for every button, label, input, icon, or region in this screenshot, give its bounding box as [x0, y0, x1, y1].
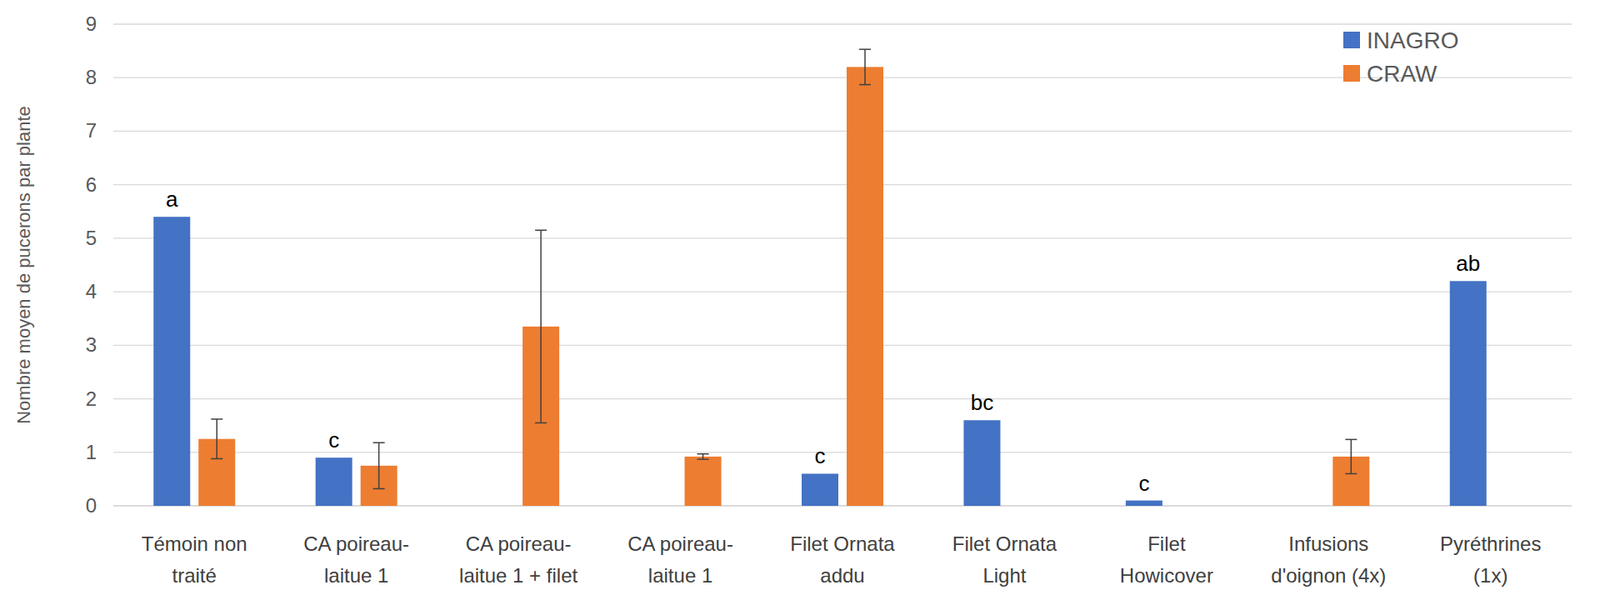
- x-tick-line: CA poireau-: [627, 532, 734, 555]
- bar: [1125, 500, 1163, 506]
- legend-label: INAGRO: [1366, 27, 1459, 54]
- error-stem: [378, 442, 380, 489]
- error-stem: [215, 419, 218, 460]
- x-tick-line: (1x): [1473, 564, 1508, 587]
- x-tick-line: Howicover: [1120, 564, 1214, 587]
- chart: 0 1 2 3 4 5 6 7 8 9 Nombre moyen de pucerons par p…: [0, 0, 1600, 600]
- x-tick-line: laitue 1: [324, 564, 389, 587]
- x-tick-label: Témoin non traité: [141, 532, 248, 587]
- error-stem: [702, 454, 705, 460]
- legend-swatch: [1343, 31, 1360, 49]
- error-bar: [373, 442, 385, 489]
- bar: [801, 473, 839, 506]
- grid-line: [113, 398, 1572, 400]
- x-tick-line: addu: [820, 564, 865, 587]
- error-cap: [1345, 473, 1357, 475]
- error-cap: [210, 458, 223, 460]
- grid-line: [113, 237, 1572, 239]
- x-tick-label: Pyréthrines (1x): [1440, 532, 1541, 587]
- x-tick-line: CA poireau-: [465, 532, 572, 555]
- y-tick-label: 9: [85, 12, 97, 35]
- bar: [1450, 280, 1487, 506]
- x-tick-line: Filet: [1147, 532, 1186, 555]
- significance-letter: c: [815, 443, 826, 469]
- bar: [846, 66, 884, 506]
- y-tick-label: 0: [85, 494, 97, 517]
- error-cap: [697, 453, 710, 455]
- error-cap: [210, 418, 223, 420]
- grid-line: [113, 290, 1572, 292]
- x-tick-line: laitue 1: [648, 564, 713, 587]
- y-tick-label: 8: [85, 65, 97, 89]
- x-tick-label: CA poireau-laitue 1: [627, 532, 734, 587]
- error-bar: [859, 49, 871, 85]
- x-tick-label: Filet Ornata Light: [952, 532, 1058, 587]
- error-stem: [540, 230, 542, 423]
- x-tick-line: Filet Ornata: [790, 532, 895, 555]
- error-cap: [859, 48, 871, 50]
- error-bar: [535, 230, 547, 423]
- x-tick-line: Filet Ornata: [952, 532, 1058, 555]
- x-tick-line: Infusions: [1288, 532, 1369, 555]
- y-tick-label: 4: [85, 280, 97, 303]
- x-tick-label: CA poireau-laitue 1: [303, 532, 410, 587]
- y-tick-label: 3: [85, 333, 97, 356]
- x-tick-line: Light: [982, 564, 1026, 587]
- legend-item: CRAW: [1343, 60, 1438, 87]
- x-tick-label: CA poireau-laitue 1 + filet: [459, 532, 578, 587]
- significance-letter: a: [165, 186, 179, 212]
- x-tick-line: d'oignon (4x): [1270, 564, 1386, 587]
- error-cap: [859, 84, 871, 86]
- bar: [153, 216, 190, 506]
- y-tick-label: 5: [85, 226, 97, 250]
- y-tick-label: 1: [85, 440, 97, 464]
- x-tick-line: Témoin non: [141, 532, 248, 555]
- significance-letter: bc: [970, 390, 994, 415]
- error-stem: [1350, 439, 1353, 474]
- significance-letter: c: [1138, 470, 1150, 496]
- error-cap: [373, 441, 385, 444]
- bar: [685, 456, 722, 506]
- error-bar: [1345, 439, 1357, 474]
- error-cap: [1345, 439, 1357, 441]
- x-tick-line: CA poireau-: [303, 532, 410, 555]
- error-bar: [210, 419, 223, 460]
- grid-line: [113, 130, 1572, 132]
- bar: [963, 420, 1000, 506]
- bars: [153, 49, 1487, 506]
- legend-label: CRAW: [1366, 60, 1438, 87]
- grid-line: [113, 345, 1572, 346]
- x-tick-label: Filet Howicover: [1120, 532, 1214, 587]
- x-tick-line: laitue 1 + filet: [459, 564, 578, 587]
- y-axis-label: Nombre moyen de pucerons par plante: [13, 105, 35, 425]
- x-tick-line: Pyréthrines: [1440, 532, 1541, 555]
- bar: [315, 457, 353, 506]
- x-tick-label: Filet Ornata addu: [790, 532, 895, 587]
- error-bar: [697, 454, 710, 460]
- error-stem: [864, 49, 866, 85]
- error-cap: [535, 422, 547, 425]
- significance-letter: ab: [1455, 250, 1480, 276]
- y-tick-label: 7: [85, 119, 97, 142]
- legend-item: INAGRO: [1343, 27, 1459, 54]
- grid-line: [113, 184, 1572, 185]
- error-cap: [373, 488, 385, 490]
- legend-swatch: [1343, 65, 1360, 82]
- significance-letter: c: [328, 427, 340, 453]
- x-tick-label: Infusions d'oignon (4x): [1270, 532, 1386, 587]
- y-tick-label: 2: [85, 387, 97, 410]
- error-cap: [697, 458, 710, 460]
- grid-line: [113, 23, 1572, 25]
- x-tick-line: traité: [172, 564, 217, 587]
- y-tick-label: 6: [85, 173, 97, 196]
- error-cap: [535, 230, 547, 232]
